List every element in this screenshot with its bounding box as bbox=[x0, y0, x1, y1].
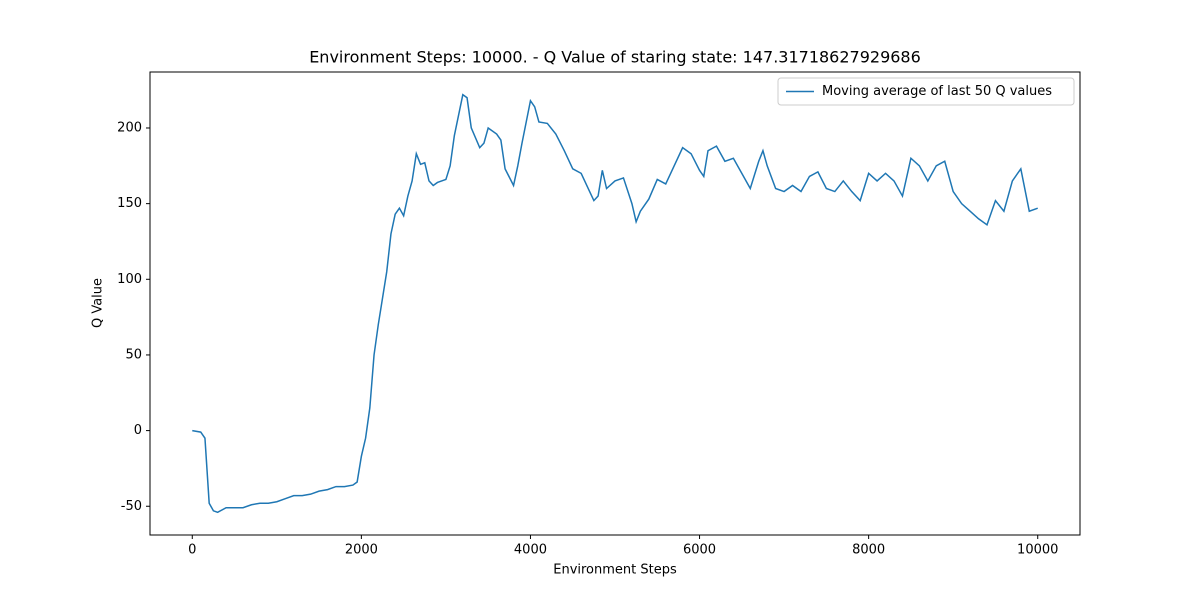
chart-title: Environment Steps: 10000. - Q Value of s… bbox=[309, 48, 921, 67]
x-tick-label: 4000 bbox=[514, 543, 547, 558]
y-tick-label: 150 bbox=[117, 196, 142, 211]
x-axis-label: Environment Steps bbox=[553, 563, 677, 578]
x-tick-label: 2000 bbox=[345, 543, 378, 558]
x-tick-label: 6000 bbox=[683, 543, 716, 558]
legend-label: Moving average of last 50 Q values bbox=[822, 84, 1052, 99]
legend-box bbox=[777, 77, 1075, 106]
y-tick-label: -50 bbox=[121, 499, 142, 514]
x-tick-label: 10000 bbox=[1017, 543, 1058, 558]
y-tick-label: 50 bbox=[125, 347, 142, 362]
data-line bbox=[192, 93, 1038, 514]
y-tick-label: 100 bbox=[117, 272, 142, 287]
y-axis-label: Q Value bbox=[91, 278, 106, 328]
plot-frame bbox=[149, 71, 1081, 536]
y-tick-label: 200 bbox=[117, 120, 142, 135]
x-tick-label: 0 bbox=[188, 543, 196, 558]
y-tick-label: 0 bbox=[134, 423, 142, 438]
x-tick-label: 8000 bbox=[852, 543, 885, 558]
